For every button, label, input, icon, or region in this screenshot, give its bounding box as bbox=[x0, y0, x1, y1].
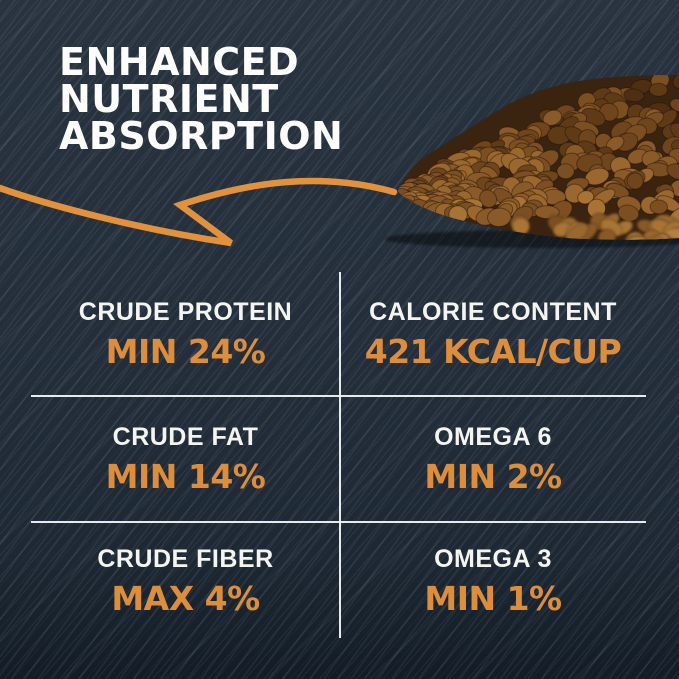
headline: ENHANCED NUTRIENT ABSORPTION bbox=[59, 40, 344, 158]
table-vertical-divider bbox=[339, 272, 341, 638]
nutrient-cell-crude-protein: CRUDE PROTEIN MIN 24% bbox=[31, 272, 340, 396]
nutrition-table: CRUDE PROTEIN MIN 24% CALORIE CONTENT 42… bbox=[31, 272, 646, 640]
nutrient-cell-crude-fat: CRUDE FAT MIN 14% bbox=[31, 396, 340, 522]
nutrient-cell-omega-3: OMEGA 3 MIN 1% bbox=[340, 522, 646, 640]
nutrient-cell-omega-6: OMEGA 6 MIN 2% bbox=[340, 396, 646, 522]
nutrient-value: MAX 4% bbox=[111, 578, 260, 618]
nutrient-label: CRUDE FAT bbox=[112, 422, 259, 451]
headline-line-1: ENHANCED bbox=[59, 40, 300, 84]
nutrient-label: CALORIE CONTENT bbox=[369, 297, 617, 326]
nutrient-label: OMEGA 3 bbox=[434, 544, 552, 573]
headline-line-2: NUTRIENT bbox=[59, 77, 279, 121]
headline-line-3: ABSORPTION bbox=[59, 114, 344, 158]
table-horizontal-divider-1 bbox=[31, 395, 646, 397]
nutrient-cell-calorie-content: CALORIE CONTENT 421 KCAL/CUP bbox=[340, 272, 646, 396]
nutrient-value: MIN 2% bbox=[424, 456, 562, 496]
nutrient-value: MIN 24% bbox=[105, 331, 266, 371]
nutrient-value: MIN 1% bbox=[424, 578, 562, 618]
table-horizontal-divider-2 bbox=[31, 521, 646, 523]
nutrient-label: CRUDE PROTEIN bbox=[78, 297, 293, 326]
kibble-pieces bbox=[398, 75, 679, 240]
nutrient-value: 421 KCAL/CUP bbox=[364, 331, 622, 371]
nutrient-label: CRUDE FIBER bbox=[97, 544, 274, 573]
nutrient-cell-crude-fiber: CRUDE FIBER MAX 4% bbox=[31, 522, 340, 640]
nutrient-label: OMEGA 6 bbox=[434, 422, 552, 451]
nutrient-value: MIN 14% bbox=[105, 456, 266, 496]
arrow-stroke bbox=[0, 177, 398, 247]
